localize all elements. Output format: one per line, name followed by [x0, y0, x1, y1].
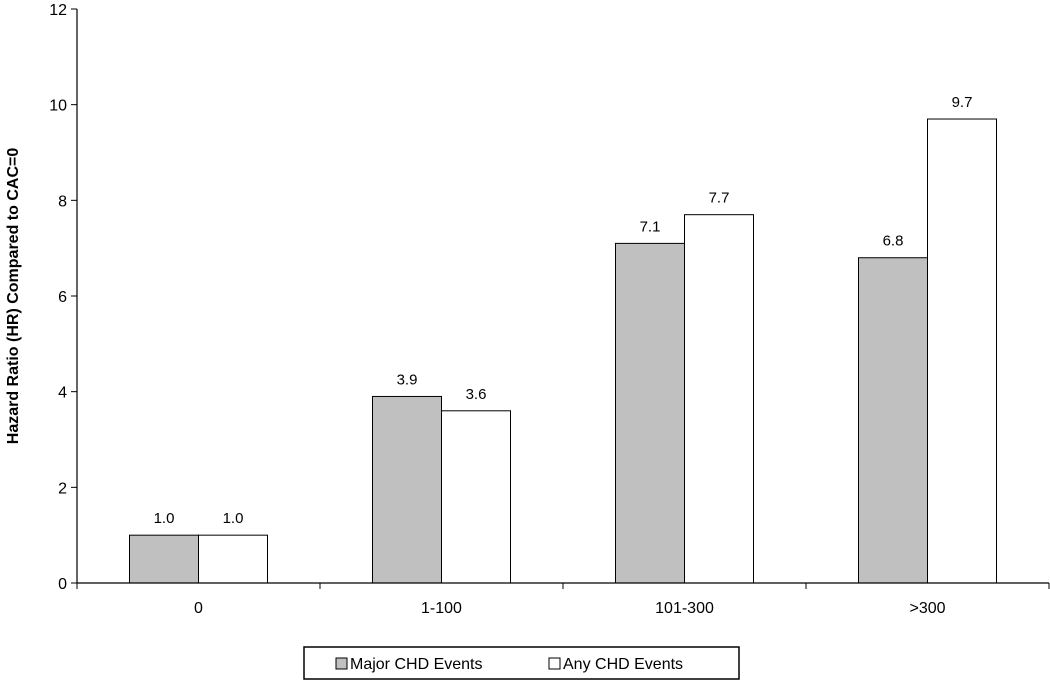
y-tick-label: 8 — [58, 193, 67, 210]
data-label: 7.1 — [640, 218, 661, 235]
legend-box — [303, 646, 740, 680]
legend-label-any: Any CHD Events — [563, 656, 683, 673]
data-label: 3.9 — [397, 371, 418, 388]
bar-any-2 — [684, 214, 754, 584]
legend-swatch-any — [548, 657, 561, 670]
bar-major-2 — [615, 242, 685, 584]
bar-any-0 — [198, 534, 268, 584]
x-tick-label: 1-100 — [421, 600, 462, 617]
x-tick-label: 0 — [194, 600, 203, 617]
data-label: 6.8 — [883, 233, 904, 250]
y-tick-label: 12 — [49, 2, 67, 19]
y-axis-title: Hazard Ratio (HR) Compared to CAC=0 — [5, 148, 22, 445]
legend-label-major: Major CHD Events — [350, 656, 482, 673]
data-label: 3.6 — [466, 386, 487, 403]
x-tick-label: >300 — [909, 600, 945, 617]
data-label: 1.0 — [223, 510, 244, 527]
y-tick-label: 4 — [58, 385, 67, 402]
y-tick-label: 6 — [58, 289, 67, 306]
y-axis-ticks: 0 2 4 6 8 10 12 — [49, 2, 77, 593]
y-tick-label: 2 — [58, 480, 67, 497]
x-tick-label: 101-300 — [655, 600, 714, 617]
data-label: 7.7 — [709, 190, 730, 207]
y-tick-label: 0 — [58, 576, 67, 593]
y-tick-label: 10 — [49, 98, 67, 115]
data-label: 1.0 — [154, 510, 175, 527]
legend: Major CHD Events Any CHD Events — [303, 646, 740, 680]
bar-any-1 — [441, 410, 511, 584]
bar-major-1 — [372, 395, 442, 584]
bars: 1.0 1.0 3.9 3.6 7.1 7.7 6.8 9.7 — [129, 94, 997, 584]
legend-swatch-major — [335, 657, 348, 670]
bar-major-3 — [858, 257, 928, 584]
bar-any-3 — [927, 118, 997, 584]
data-label: 9.7 — [952, 94, 973, 111]
x-axis-ticks: 0 1-100 101-300 >300 — [76, 583, 1050, 617]
bar-major-0 — [129, 534, 199, 584]
